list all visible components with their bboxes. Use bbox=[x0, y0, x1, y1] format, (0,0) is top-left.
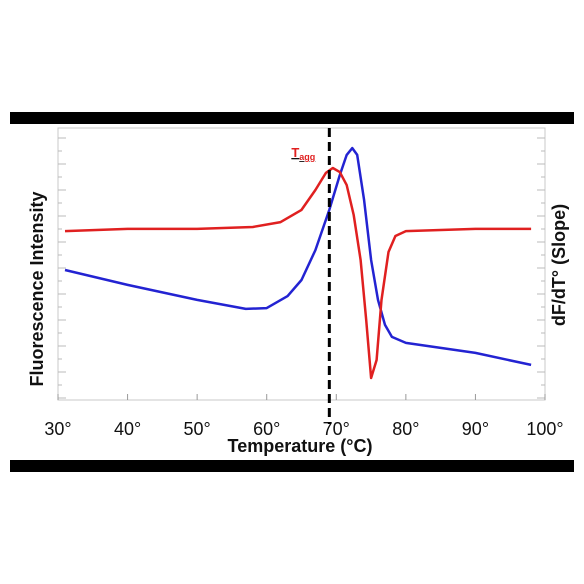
series-line bbox=[64, 146, 532, 367]
x-tick-label: 90° bbox=[462, 419, 489, 439]
x-tick-label: 60° bbox=[253, 419, 280, 439]
series-line bbox=[64, 166, 532, 380]
x-tick-label: 100° bbox=[526, 419, 563, 439]
x-axis-label: Temperature (°C) bbox=[228, 436, 373, 456]
annotation-sub: agg bbox=[299, 152, 315, 162]
y-axis-label: Fluorescence Intensity bbox=[27, 191, 47, 386]
top-band bbox=[10, 112, 574, 124]
y2-axis-label: dF/dT° (Slope) bbox=[549, 204, 569, 326]
x-tick-label: 80° bbox=[392, 419, 419, 439]
x-tick-label: 30° bbox=[44, 419, 71, 439]
annotation-main: T bbox=[291, 145, 299, 160]
x-tick-label: 70° bbox=[323, 419, 350, 439]
x-tick-label: 40° bbox=[114, 419, 141, 439]
x-tick-label: 50° bbox=[184, 419, 211, 439]
plot-frame bbox=[57, 127, 546, 401]
annotation: Tagg bbox=[291, 145, 315, 162]
bottom-band bbox=[10, 460, 574, 472]
